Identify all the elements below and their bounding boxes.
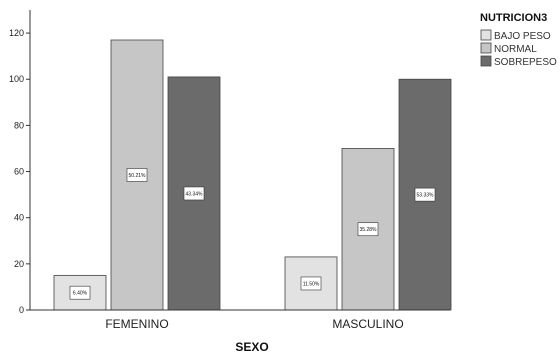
bars: 6.40% 50.21% 43.34% 11.50% 35.28% 53.33% xyxy=(53,39,452,311)
y-tick-label: 60 xyxy=(14,167,24,177)
data-label: 43.34% xyxy=(186,191,204,197)
legend: NUTRICION3 BAJO PESO NORMAL SOBREPESO xyxy=(480,12,557,68)
data-label-box xyxy=(357,222,379,237)
data-label: 53.33% xyxy=(417,193,435,199)
y-tick-label: 20 xyxy=(14,259,24,269)
x-category-label: MASCULINO xyxy=(332,317,403,331)
y-tick-label: 40 xyxy=(14,213,24,223)
legend-title: NUTRICION3 xyxy=(480,12,547,24)
data-label-box xyxy=(414,187,436,202)
data-label-box xyxy=(126,168,148,182)
data-label: 11.50% xyxy=(303,281,320,287)
data-label: 35.28% xyxy=(360,227,378,233)
x-axis: FEMENINO MASCULINO xyxy=(30,309,450,331)
data-label-box xyxy=(183,186,205,201)
y-tick-label: 80 xyxy=(14,120,24,130)
x-axis-title: SEXO xyxy=(235,340,268,352)
legend-label: NORMAL xyxy=(494,44,537,55)
y-axis: 0 20 40 60 80 100 120 xyxy=(9,10,31,315)
data-label-box xyxy=(69,285,91,300)
data-label: 6.40% xyxy=(73,291,88,297)
data-label: 50.21% xyxy=(129,173,147,179)
y-tick-label: 0 xyxy=(19,305,24,315)
data-label-box xyxy=(300,276,322,291)
legend-swatch xyxy=(480,55,492,67)
legend-label: BAJO PESO xyxy=(494,31,551,42)
y-tick-label: 120 xyxy=(9,28,24,38)
legend-label: SOBREPESO xyxy=(494,57,557,68)
y-tick-label: 100 xyxy=(9,74,24,84)
legend-swatch xyxy=(480,42,492,54)
x-category-label: FEMENINO xyxy=(105,317,168,331)
legend-swatch xyxy=(480,29,492,41)
